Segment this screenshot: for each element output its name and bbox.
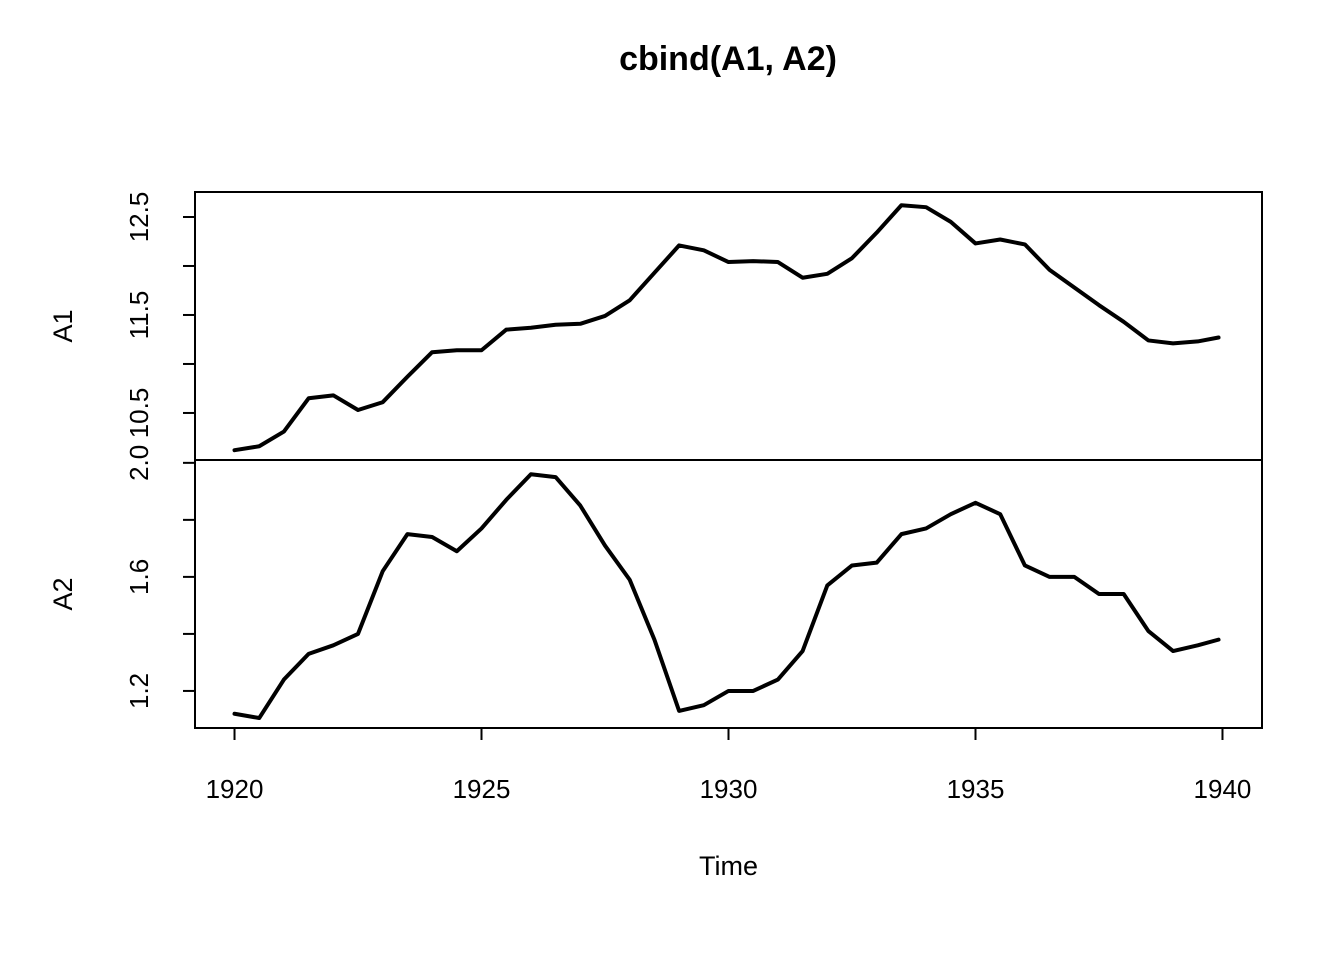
y-tick-label: 10.5 bbox=[124, 388, 154, 439]
y-tick-label: 1.6 bbox=[124, 559, 154, 595]
series-line bbox=[232, 203, 1221, 453]
x-tick-label: 1930 bbox=[700, 774, 758, 804]
y-axis-label: A1 bbox=[48, 309, 78, 342]
x-tick-label: 1935 bbox=[947, 774, 1005, 804]
y-tick-label: 2.0 bbox=[124, 445, 154, 481]
y-tick-label: 11.5 bbox=[124, 291, 154, 340]
chart-title: cbind(A1, A2) bbox=[619, 40, 837, 78]
x-axis-label: Time bbox=[699, 851, 758, 881]
y-tick-label: 12.5 bbox=[124, 192, 154, 243]
x-tick-label: 1940 bbox=[1194, 774, 1252, 804]
series-line bbox=[232, 472, 1221, 721]
y-tick-label: 1.2 bbox=[124, 673, 154, 709]
panel-frame bbox=[194, 191, 1263, 461]
y-axis-label: A2 bbox=[48, 577, 78, 610]
x-tick-label: 1920 bbox=[206, 774, 264, 804]
x-tick-label: 1925 bbox=[453, 774, 511, 804]
